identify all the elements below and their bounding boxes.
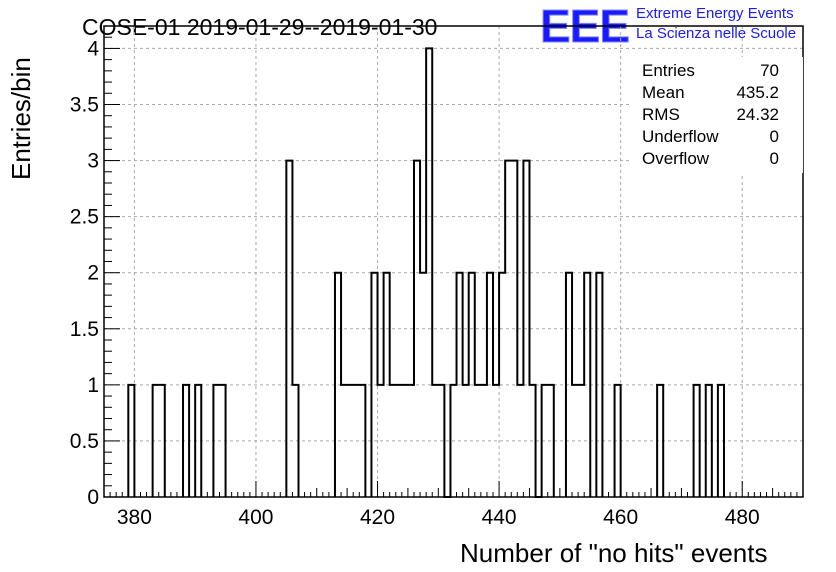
histogram-bin: [572, 385, 578, 497]
histogram-bin: [481, 385, 487, 497]
y-tick-label: 2.5: [70, 206, 99, 229]
stats-value: 0: [770, 149, 779, 168]
y-tick-label: 3: [87, 150, 99, 173]
y-tick-label: 3.5: [70, 94, 99, 117]
y-tick-label: 0: [87, 486, 99, 509]
stats-box: Entries 70 Mean 435.2 RMS 24.32 Underflow 0 Over…: [632, 57, 803, 173]
histogram-bin: [347, 385, 353, 497]
histogram-bin: [353, 385, 359, 497]
histogram-bin: [517, 385, 523, 497]
histogram-bin: [493, 385, 499, 497]
histogram-bin: [378, 385, 384, 497]
histogram-bars: [127, 47, 725, 498]
stats-label: Overflow: [642, 149, 710, 168]
y-axis-title: Entries/bin: [6, 57, 36, 180]
stats-value: 0: [770, 127, 779, 146]
x-tick-label: 480: [725, 506, 760, 529]
histogram-bin: [390, 385, 396, 497]
x-tick-label: 400: [238, 506, 273, 529]
y-tick-label: 4: [87, 37, 99, 60]
y-tick-label: 0.5: [70, 430, 99, 453]
x-tick-label: 440: [482, 506, 517, 529]
stats-value: 435.2: [736, 83, 779, 102]
stats-value: 24.32: [736, 105, 779, 124]
y-tick-label: 2: [87, 262, 99, 285]
stats-label: Mean: [642, 83, 685, 102]
x-tick-label: 460: [603, 506, 638, 529]
y-tick-label: 1.5: [70, 318, 99, 341]
x-axis-title: Number of "no hits" events: [460, 538, 768, 568]
axes: 380 400 420 440 460 480 0 0.5 1 1.5 2 2.5 3 3.5 4: [70, 25, 804, 529]
stats-label: Underflow: [642, 127, 719, 146]
chart-title: COSE-01 2019-01-29--2019-01-30: [82, 14, 437, 40]
stats-box-background: [632, 57, 803, 173]
stats-label: Entries: [642, 61, 695, 80]
histogram-bin: [420, 273, 426, 497]
stats-value: 70: [760, 61, 779, 80]
histogram-bin: [475, 385, 481, 497]
histogram-bin: [341, 385, 347, 497]
logo-line-2: La Scienza nelle Scuole: [636, 25, 796, 42]
y-tick-label: 1: [87, 374, 99, 397]
histogram-bin: [402, 385, 408, 497]
logo-line-1: Extreme Energy Events: [636, 5, 794, 22]
x-tick-label: 420: [360, 506, 395, 529]
histogram-bin: [396, 385, 402, 497]
x-tick-label: 380: [117, 506, 152, 529]
histogram-bin: [408, 385, 414, 497]
histogram-bin: [578, 385, 584, 497]
stats-label: RMS: [642, 105, 680, 124]
histogram-bin: [432, 385, 438, 497]
histogram-outline: [127, 47, 725, 498]
histogram-bin: [463, 385, 469, 497]
